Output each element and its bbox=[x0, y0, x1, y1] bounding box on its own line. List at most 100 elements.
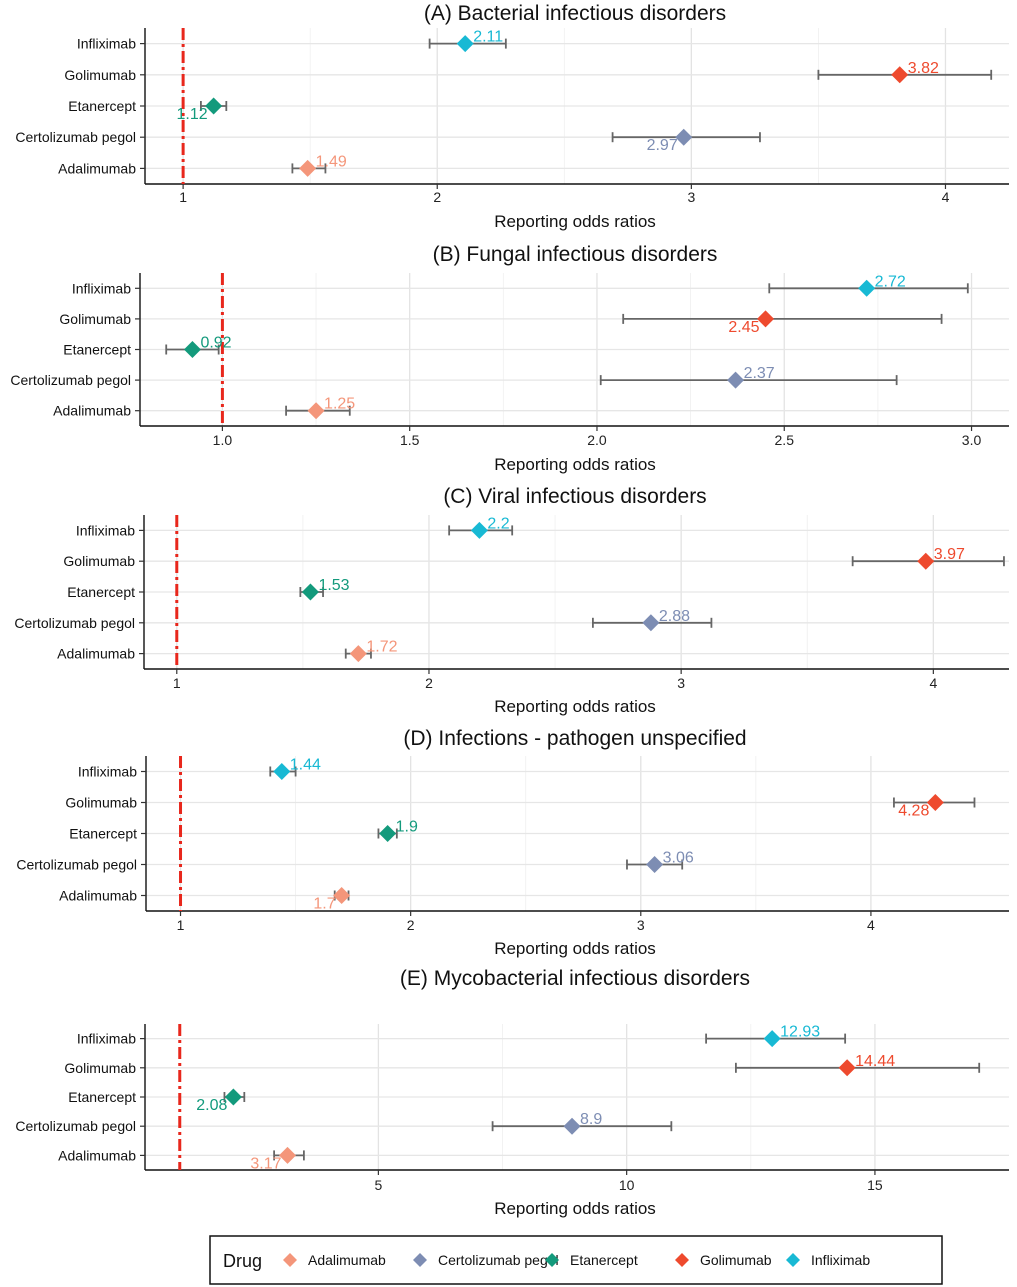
legend-item-label: Adalimumab bbox=[308, 1252, 386, 1268]
legend-swatch bbox=[786, 1253, 800, 1267]
panel-d: (D) Infections - pathogen unspecified 1 2 3… bbox=[16, 727, 1009, 958]
point-marker bbox=[299, 159, 317, 177]
x-tick-label: 2.5 bbox=[775, 432, 795, 448]
value-label: 2.11 bbox=[473, 29, 503, 46]
y-tick-label: Infliximab bbox=[72, 280, 131, 296]
point-marker bbox=[891, 66, 909, 84]
point-marker bbox=[456, 35, 474, 53]
point-marker bbox=[205, 97, 223, 115]
value-label: 2.97 bbox=[647, 137, 678, 154]
panel-c: (C) Viral infectious disorders 1 2 3 4 Report… bbox=[14, 485, 1009, 716]
point-marker bbox=[470, 521, 488, 539]
y-tick-label: Certolizumab pegol bbox=[16, 857, 137, 873]
x-axis-label: Reporting odds ratios bbox=[494, 1199, 656, 1218]
value-label: 0.92 bbox=[200, 335, 231, 352]
panel-title: (B) Fungal infectious disorders bbox=[433, 243, 718, 266]
value-label: 2.72 bbox=[875, 273, 906, 290]
y-tick-label: Etanercept bbox=[68, 1089, 136, 1105]
legend-item-label: Certolizumab pegol bbox=[438, 1252, 559, 1268]
x-tick-label: 3.0 bbox=[962, 432, 982, 448]
value-label: 4.28 bbox=[898, 803, 929, 820]
value-label: 1.72 bbox=[366, 639, 397, 656]
legend-item-label: Golimumab bbox=[700, 1252, 772, 1268]
point-marker bbox=[349, 645, 367, 663]
point-marker bbox=[301, 583, 319, 601]
x-tick-label: 3 bbox=[677, 675, 685, 691]
point-marker bbox=[642, 614, 660, 632]
y-tick-label: Adalimumab bbox=[57, 646, 135, 662]
x-tick-label: 1 bbox=[173, 675, 181, 691]
y-tick-label: Golimumab bbox=[63, 553, 135, 569]
point-marker bbox=[763, 1030, 781, 1048]
y-tick-label: Infliximab bbox=[77, 36, 136, 52]
point-marker bbox=[183, 341, 201, 358]
point-marker bbox=[727, 371, 745, 389]
point-marker bbox=[307, 402, 325, 420]
value-label: 1.44 bbox=[290, 757, 321, 774]
x-axis-label: Reporting odds ratios bbox=[494, 697, 656, 716]
point-marker bbox=[279, 1146, 297, 1164]
panel-title: (C) Viral infectious disorders bbox=[443, 485, 706, 508]
x-tick-label: 4 bbox=[942, 189, 950, 205]
y-tick-label: Infliximab bbox=[76, 522, 135, 538]
value-label: 1.25 bbox=[324, 396, 355, 413]
x-tick-label: 1.5 bbox=[400, 432, 420, 448]
point-marker bbox=[379, 825, 397, 842]
value-label: 2.45 bbox=[728, 319, 759, 336]
x-tick-label: 2 bbox=[433, 189, 441, 205]
y-tick-label: Golimumab bbox=[64, 67, 136, 83]
value-label: 1.53 bbox=[318, 577, 349, 594]
y-tick-label: Golimumab bbox=[65, 795, 137, 811]
y-tick-label: Etanercept bbox=[69, 826, 137, 842]
x-tick-label: 5 bbox=[374, 1177, 382, 1193]
panel-title: (A) Bacterial infectious disorders bbox=[424, 2, 726, 25]
y-tick-label: Adalimumab bbox=[53, 403, 131, 419]
panel-title: (E) Mycobacterial infectious disorders bbox=[400, 967, 750, 990]
y-tick-label: Etanercept bbox=[63, 342, 131, 358]
value-label: 3.17 bbox=[250, 1155, 281, 1172]
y-tick-label: Etanercept bbox=[67, 584, 135, 600]
y-tick-label: Certolizumab pegol bbox=[15, 1118, 136, 1134]
point-marker bbox=[333, 887, 351, 904]
y-tick-label: Infliximab bbox=[77, 1031, 136, 1047]
value-label: 3.06 bbox=[663, 850, 694, 867]
value-label: 14.44 bbox=[855, 1053, 895, 1070]
y-tick-label: Adalimumab bbox=[58, 1147, 136, 1163]
value-label: 3.97 bbox=[934, 546, 965, 563]
value-label: 3.82 bbox=[908, 60, 939, 77]
point-marker bbox=[838, 1059, 856, 1077]
panel-a: (A) Bacterial infectious disorders 1 2 3 4 Re… bbox=[15, 2, 1009, 231]
y-tick-label: Adalimumab bbox=[58, 160, 136, 176]
y-tick-label: Golimumab bbox=[59, 311, 131, 327]
y-tick-label: Adalimumab bbox=[59, 888, 137, 904]
x-tick-label: 2 bbox=[425, 675, 433, 691]
y-tick-label: Etanercept bbox=[68, 98, 136, 114]
x-tick-label: 3 bbox=[687, 189, 695, 205]
legend-item-label: Infliximab bbox=[811, 1252, 870, 1268]
x-tick-label: 2 bbox=[407, 917, 415, 933]
point-marker bbox=[675, 128, 693, 146]
y-tick-label: Certolizumab pegol bbox=[15, 129, 136, 145]
x-tick-label: 2.0 bbox=[587, 432, 607, 448]
value-label: 1.9 bbox=[396, 819, 418, 836]
legend-swatch bbox=[413, 1253, 427, 1267]
y-tick-label: Certolizumab pegol bbox=[10, 372, 131, 388]
value-label: 1.12 bbox=[176, 106, 207, 123]
x-axis-label: Reporting odds ratios bbox=[494, 455, 656, 474]
value-label: 1.7 bbox=[313, 896, 335, 913]
point-marker bbox=[926, 794, 944, 811]
y-tick-label: Golimumab bbox=[64, 1060, 136, 1076]
panel-title: (D) Infections - pathogen unspecified bbox=[403, 727, 746, 750]
legend-swatch bbox=[545, 1253, 559, 1267]
point-marker bbox=[273, 763, 291, 780]
legend-swatch bbox=[283, 1253, 297, 1267]
point-marker bbox=[224, 1088, 242, 1106]
x-tick-label: 3 bbox=[637, 917, 645, 933]
value-label: 2.2 bbox=[487, 515, 509, 532]
point-marker bbox=[757, 310, 775, 328]
legend-box bbox=[209, 1235, 943, 1285]
y-tick-label: Infliximab bbox=[78, 764, 137, 780]
point-marker bbox=[563, 1117, 581, 1135]
x-tick-label: 1 bbox=[177, 917, 185, 933]
